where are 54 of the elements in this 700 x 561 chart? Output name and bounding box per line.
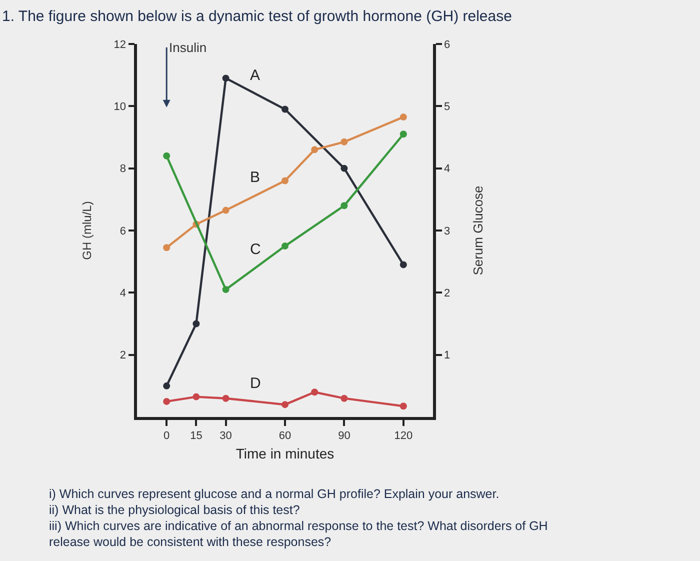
series-label: A bbox=[250, 67, 260, 84]
y-axis-title: GH (mlu/L) bbox=[80, 201, 94, 260]
point bbox=[400, 130, 407, 138]
point bbox=[311, 146, 318, 154]
y2-tick-label: 3 bbox=[444, 225, 450, 238]
x-tick-label: 60 bbox=[278, 430, 292, 442]
text: i) Which curves represent glucose and a normal GH profile? Explain your answer. bbox=[49, 487, 500, 501]
point bbox=[340, 202, 348, 210]
point bbox=[282, 401, 288, 408]
y-tick-label: 8 bbox=[120, 163, 126, 176]
point bbox=[282, 177, 288, 184]
y-tick-label: 4 bbox=[120, 288, 126, 300]
point bbox=[282, 106, 288, 113]
x-tick-label: 120 bbox=[394, 430, 413, 442]
point bbox=[222, 286, 230, 294]
point bbox=[163, 382, 170, 390]
chart-title: 1. The figure shown below is a dynamic test of growth hormone (GH) release bbox=[2, 8, 512, 25]
y2-tick-label: 6 bbox=[444, 38, 450, 51]
y-tick-label: 6 bbox=[120, 225, 126, 238]
point bbox=[311, 388, 318, 396]
point bbox=[192, 393, 200, 400]
point bbox=[340, 394, 348, 402]
point bbox=[222, 394, 230, 402]
y2-axis-title: Serum Glucose bbox=[470, 186, 486, 276]
point bbox=[282, 242, 288, 250]
y2-tick-label: 2 bbox=[444, 288, 450, 300]
annotation: Insulin bbox=[169, 40, 207, 55]
x-axis-title: Time in minutes bbox=[236, 445, 334, 462]
point bbox=[340, 138, 348, 146]
point bbox=[400, 114, 407, 121]
x-tick-label: 15 bbox=[190, 430, 202, 442]
x-tick-label: 0 bbox=[164, 430, 170, 442]
point bbox=[340, 164, 348, 172]
series-label: B bbox=[250, 169, 260, 186]
point bbox=[222, 74, 230, 82]
point bbox=[192, 320, 200, 328]
point bbox=[163, 244, 170, 252]
y2-tick-label: 5 bbox=[444, 101, 450, 114]
point bbox=[400, 402, 407, 410]
y-tick-label: 10 bbox=[114, 101, 126, 114]
point bbox=[222, 206, 230, 214]
point bbox=[163, 398, 170, 405]
series-label: C bbox=[250, 241, 261, 258]
text: ii) What is the physiological basis of this test? bbox=[49, 503, 300, 517]
y-tick-label: 2 bbox=[120, 350, 126, 362]
x-tick-label: 90 bbox=[338, 430, 350, 442]
series-label: D bbox=[250, 375, 261, 392]
x-tick-label: 30 bbox=[220, 430, 232, 442]
point bbox=[163, 152, 170, 160]
y2-tick-label: 4 bbox=[444, 163, 450, 176]
y2-tick-label: 1 bbox=[444, 350, 450, 362]
text: iii) Which curves are indicative of an abnormal response to the test? What disorders of GH release would be consistent with these responses? bbox=[49, 519, 548, 549]
point bbox=[400, 261, 407, 268]
y-tick-label: 12 bbox=[114, 38, 126, 51]
